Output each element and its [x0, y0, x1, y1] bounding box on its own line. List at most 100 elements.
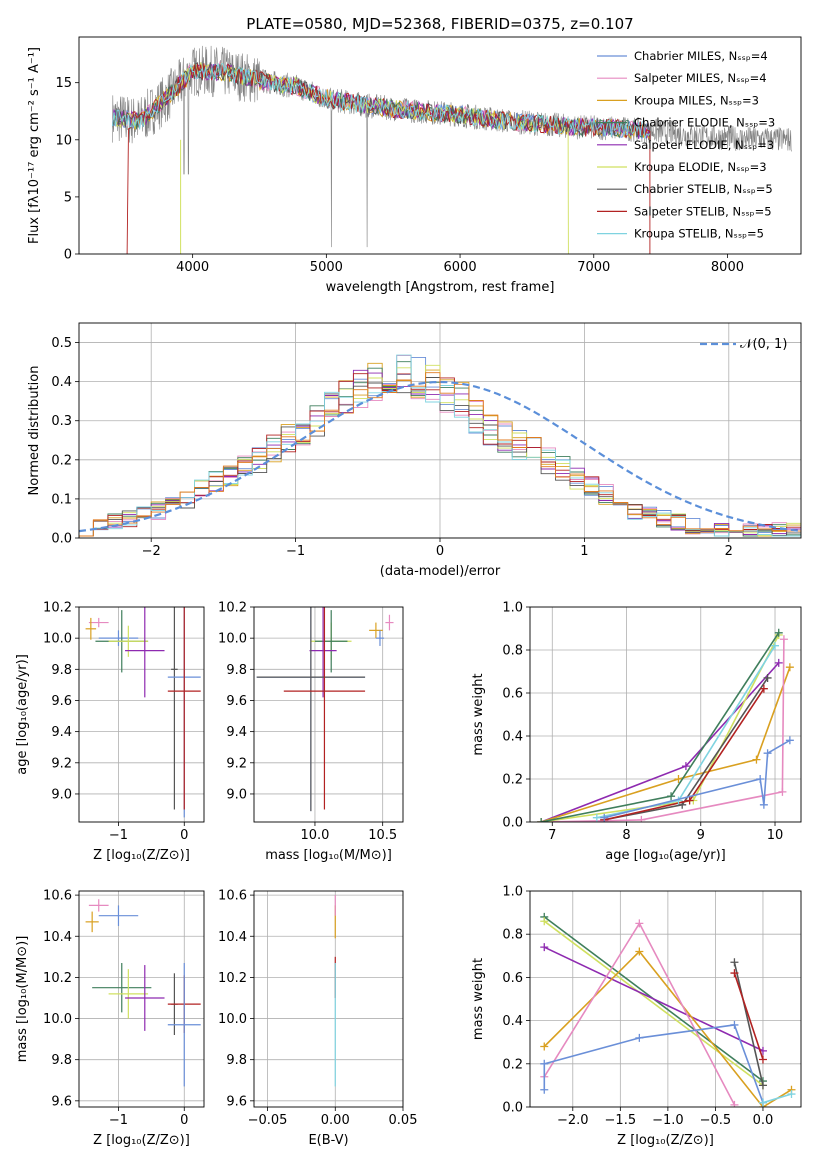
weight-marker [537, 818, 546, 822]
y-tick-label: 9.2 [226, 756, 247, 771]
x-tick-label: 0.0 [753, 1113, 774, 1128]
x-axis-label: mass [log₁₀(M/M⊙)] [265, 848, 392, 863]
weight-marker [540, 1085, 549, 1094]
weight-marker [667, 792, 676, 801]
data-point-9 [283, 607, 366, 810]
x-tick-label: 7 [548, 828, 556, 843]
x-tick-label: −1 [109, 828, 128, 843]
y-tick-label: 0.4 [502, 730, 523, 745]
y-tick-label: 15 [55, 76, 72, 91]
y-tick-label: 9.6 [51, 1094, 72, 1109]
y-tick-label: 9.6 [226, 1094, 247, 1109]
data-point-1 [88, 617, 109, 628]
weight-line-8 [733, 972, 764, 1060]
data-point-3 [375, 630, 385, 646]
data-point-1 [88, 899, 109, 912]
weight-marker [752, 755, 761, 764]
weight-line-7 [733, 962, 764, 1086]
y-tick-label: 10.2 [218, 971, 247, 986]
y-tick-label: 0.6 [502, 687, 523, 702]
plot-4 [250, 606, 404, 826]
weight-marker [540, 1059, 549, 1068]
axes-frame [78, 890, 205, 1108]
weight-line-5 [540, 632, 780, 822]
axes-frame [78, 36, 802, 255]
normal-curve [79, 380, 801, 533]
y-tick-label: 10.0 [218, 1012, 247, 1027]
axes-frame [253, 606, 404, 823]
x-tick-label: −1 [286, 544, 305, 559]
x-tick-label: −1.5 [605, 1113, 637, 1128]
chart-title: PLATE=0580, MJD=52368, FIBERID=0375, z=0… [246, 15, 633, 33]
y-tick-label: 10.2 [43, 601, 72, 616]
weight-marker [730, 958, 739, 967]
x-tick-label: −0.5 [700, 1113, 732, 1128]
weight-line-3 [543, 946, 764, 1052]
data-point-7 [171, 607, 178, 810]
axes-frame [253, 890, 404, 1108]
x-tick-label: 10 [767, 828, 784, 843]
legend-entry: Salpeter ELODIE, Nₛₛₚ=3 [634, 138, 774, 152]
data-point-2 [369, 622, 383, 639]
y-tick-label: 9.0 [51, 787, 72, 802]
plot-5 [526, 606, 802, 826]
y-tick-label: 9.6 [226, 694, 247, 709]
x-tick-label: 10.5 [368, 828, 397, 843]
x-tick-label: 9 [697, 828, 705, 843]
plot-6 [75, 890, 205, 1111]
x-axis-label: E(B-V) [308, 1133, 348, 1148]
plot-area-6 [79, 891, 204, 1107]
y-tick-label: 10.2 [218, 601, 247, 616]
weight-line-2 [543, 920, 764, 1087]
y-tick-label: 0.1 [51, 492, 72, 507]
data-point-5 [314, 610, 348, 673]
y-tick-label: 0.2 [502, 773, 523, 788]
y-tick-label: 9.8 [51, 1053, 72, 1068]
weight-marker [758, 1081, 767, 1090]
x-tick-label: 2 [725, 544, 733, 559]
y-tick-label: 10.0 [43, 632, 72, 647]
x-tick-label: −2.0 [557, 1113, 589, 1128]
model-spectrum-9 [111, 63, 651, 139]
data-point-5 [108, 625, 149, 657]
y-tick-label: 10.4 [43, 930, 72, 945]
y-tick-label: 1.0 [502, 601, 523, 616]
x-tick-label: 7000 [577, 260, 610, 275]
data-point-6 [125, 607, 165, 698]
data-point-5 [108, 969, 149, 1019]
data-point-3 [85, 911, 99, 933]
weight-marker [635, 919, 644, 928]
x-tick-label: 8000 [711, 260, 744, 275]
plot-area-4 [254, 607, 403, 822]
y-tick-label: 1.0 [502, 885, 523, 900]
y-tick-label: 0.6 [502, 971, 523, 986]
y-tick-label: 9.8 [226, 663, 247, 678]
y-tick-label: 9.8 [51, 663, 72, 678]
plot-7 [250, 890, 404, 1111]
y-tick-label: 10.2 [43, 971, 72, 986]
plot-2 [75, 322, 802, 542]
x-axis-label: wavelength [Angstrom, rest frame] [326, 280, 555, 295]
x-axis-label: Z [log₁₀(Z/Z⊙)] [93, 848, 190, 863]
y-axis-label: age [log₁₀(age/yr)] [15, 654, 30, 775]
x-tick-label: 1 [580, 544, 588, 559]
weight-marker [685, 796, 694, 805]
weight-marker [540, 1042, 549, 1051]
x-tick-label: −1.0 [652, 1113, 684, 1128]
plot-area-2 [79, 323, 801, 538]
weight-marker [779, 635, 788, 644]
weight-marker [774, 658, 783, 667]
weight-marker [778, 787, 787, 796]
weight-marker [592, 813, 601, 822]
y-tick-label: 0.0 [502, 816, 523, 831]
weight-marker [540, 943, 549, 952]
data-point-9 [167, 963, 201, 1087]
y-tick-label: 10.6 [218, 889, 247, 904]
weight-line-3 [541, 639, 785, 822]
data-point-2 [98, 905, 139, 926]
x-axis-label: Z [log₁₀(Z/Z⊙)] [93, 1133, 190, 1148]
x-tick-label: 0 [180, 828, 188, 843]
weight-marker [635, 1033, 644, 1042]
y-tick-label: 0.2 [51, 453, 72, 468]
